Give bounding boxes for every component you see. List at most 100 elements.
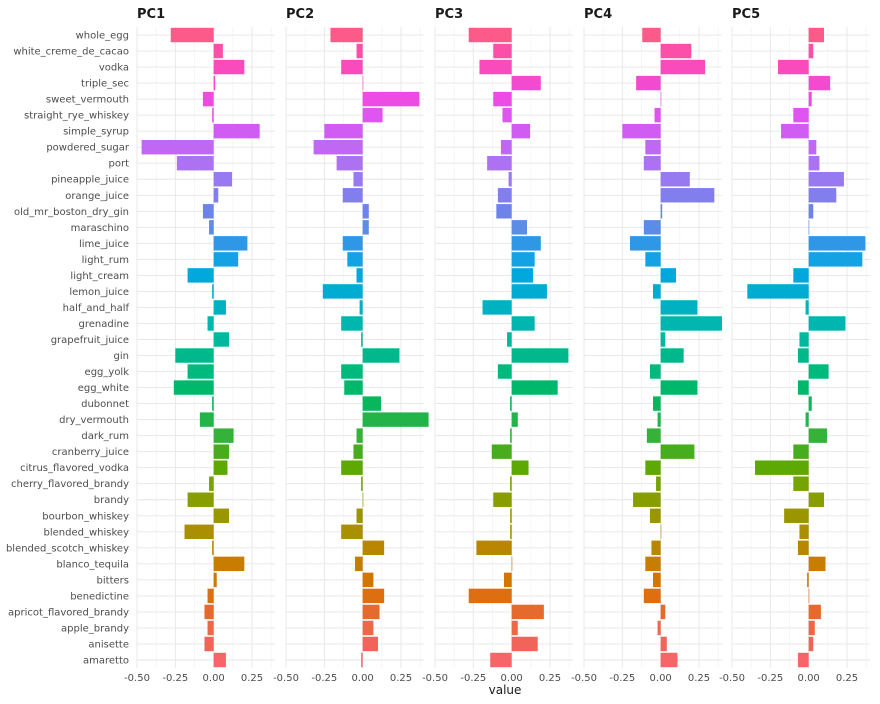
bar-pc4-orange_juice — [660, 188, 715, 203]
x-tick-label: -0.50 — [422, 673, 448, 684]
bar-pc5-white_creme_de_cacao — [808, 43, 814, 59]
y-tick-label: old_mr_boston_dry_gin — [14, 207, 129, 218]
x-tick-label: -0.25 — [609, 673, 635, 684]
bar-pc5-grapefruit_juice — [799, 332, 809, 347]
bar-pc3-white_creme_de_cacao — [493, 43, 512, 59]
x-tick-label: 0.00 — [501, 673, 523, 684]
bar-pc2-dark_rum — [356, 428, 363, 443]
facet-title: PC2 — [286, 7, 314, 22]
bar-pc4-straight_rye_whiskey — [654, 107, 661, 123]
bar-pc2-powdered_sugar — [313, 139, 363, 155]
bar-pc4-apple_brandy — [657, 620, 661, 636]
bar-pc3-grapefruit_juice — [507, 332, 512, 347]
y-tick-label: lemon_juice — [69, 287, 129, 298]
bar-pc2-anisette — [362, 636, 378, 652]
y-tick-label: port — [109, 159, 130, 170]
y-tick-label: white_creme_de_cacao — [13, 47, 129, 58]
bar-pc2-light_rum — [347, 252, 363, 267]
bar-pc5-apple_brandy — [808, 620, 815, 636]
bar-pc5-anisette — [808, 636, 814, 652]
y-tick-label: powdered_sugar — [46, 143, 130, 154]
bar-pc4-anisette — [660, 636, 667, 652]
bar-pc2-blanco_tequila — [355, 556, 363, 572]
bar-pc4-white_creme_de_cacao — [660, 43, 692, 59]
facet-panel-pc2: PC2 -0.50 -0.25 0.00 0.25 — [273, 7, 429, 684]
bar-pc4-egg_yolk — [649, 364, 661, 379]
bar-pc5-blended_scotch_whiskey — [797, 540, 809, 556]
bar-pc3-pineapple_juice — [508, 172, 512, 187]
bar-pc2-bourbon_whiskey — [356, 508, 363, 523]
bar-pc5-cranberry_juice — [793, 444, 809, 459]
bar-pc2-white_creme_de_cacao — [356, 43, 363, 59]
x-tick-label: 0.00 — [203, 673, 225, 684]
bar-pc3-citrus_flavored_vodka — [511, 460, 529, 475]
x-tick-label: 0.25 — [688, 673, 710, 684]
bar-pc5-dubonnet — [808, 396, 812, 411]
x-tick-label: -0.25 — [162, 673, 188, 684]
x-tick-label: -0.25 — [757, 673, 783, 684]
bar-pc3-vodka — [479, 59, 512, 75]
bar-pc1-powdered_sugar — [141, 139, 214, 155]
y-tick-label: half_and_half — [63, 303, 130, 314]
bar-pc4-lime_juice — [630, 236, 661, 251]
bar-pc2-benedictine — [362, 588, 385, 604]
bar-pc1-apple_brandy — [207, 620, 214, 636]
bar-pc5-lime_juice — [808, 236, 866, 251]
bar-pc2-egg_white — [344, 380, 363, 395]
bar-pc5-amaretto — [797, 652, 809, 668]
bar-pc5-port — [808, 156, 820, 171]
bar-pc1-anisette — [204, 636, 214, 652]
bar-pc2-citrus_flavored_vodka — [341, 460, 363, 475]
x-tick-label: 0.25 — [539, 673, 561, 684]
bar-pc4-triple_sec — [636, 75, 661, 91]
bar-pc4-whole_egg — [642, 27, 661, 43]
bar-pc4-light_cream — [660, 268, 676, 283]
bar-pc4-port — [643, 156, 661, 171]
bar-pc1-cherry_flavored_brandy — [209, 476, 214, 491]
bar-pc2-cranberry_juice — [353, 444, 363, 459]
y-tick-label: straight_rye_whiskey — [24, 111, 129, 122]
bar-pc2-sweet_vermouth — [362, 91, 420, 107]
bar-pc2-simple_syrup — [324, 123, 363, 139]
bar-pc5-blended_whiskey — [799, 524, 809, 539]
bar-pc3-bitters — [504, 572, 512, 588]
bar-pc1-bitters — [213, 572, 217, 588]
bar-pc5-old_mr_boston_dry_gin — [808, 204, 814, 219]
y-tick-label: triple_sec — [81, 79, 129, 90]
bar-pc4-egg_white — [660, 380, 698, 395]
bar-pc2-pineapple_juice — [353, 172, 363, 187]
bar-pc2-lemon_juice — [322, 284, 363, 299]
bar-pc3-benedictine — [468, 588, 512, 604]
bar-pc3-dubonnet — [510, 396, 512, 411]
y-tick-label: light_rum — [82, 255, 129, 266]
bar-pc4-blended_whiskey — [660, 524, 662, 539]
bar-pc5-triple_sec — [808, 75, 831, 91]
bar-pc3-grenadine — [511, 316, 535, 331]
bar-pc4-benedictine — [643, 588, 661, 604]
bar-pc5-powdered_sugar — [808, 139, 817, 155]
bar-pc3-maraschino — [511, 220, 527, 235]
bar-pc2-vodka — [341, 59, 363, 75]
bar-pc5-grenadine — [808, 316, 846, 331]
y-tick-label: grenadine — [79, 319, 129, 330]
bar-pc1-blended_whiskey — [184, 524, 214, 539]
bar-pc5-pineapple_juice — [808, 172, 844, 187]
bar-pc2-apricot_flavored_brandy — [362, 604, 380, 620]
bar-pc2-grapefruit_juice — [361, 332, 363, 347]
bar-pc1-dry_vermouth — [199, 412, 214, 427]
bar-pc5-cherry_flavored_brandy — [793, 476, 809, 491]
bar-pc1-simple_syrup — [213, 123, 260, 139]
x-tick-label: -0.25 — [311, 673, 337, 684]
bar-pc2-amaretto — [361, 652, 363, 668]
bar-pc1-straight_rye_whiskey — [212, 107, 214, 123]
bar-pc3-half_and_half — [482, 300, 512, 315]
bar-pc5-egg_white — [797, 380, 809, 395]
bar-pc3-straight_rye_whiskey — [502, 107, 512, 123]
bar-pc5-blanco_tequila — [808, 556, 826, 572]
facet-title: PC5 — [732, 7, 760, 22]
bar-pc2-orange_juice — [342, 188, 363, 203]
bar-pc3-whole_egg — [468, 27, 512, 43]
bar-pc2-straight_rye_whiskey — [362, 107, 383, 123]
bar-pc1-grenadine — [207, 316, 214, 331]
